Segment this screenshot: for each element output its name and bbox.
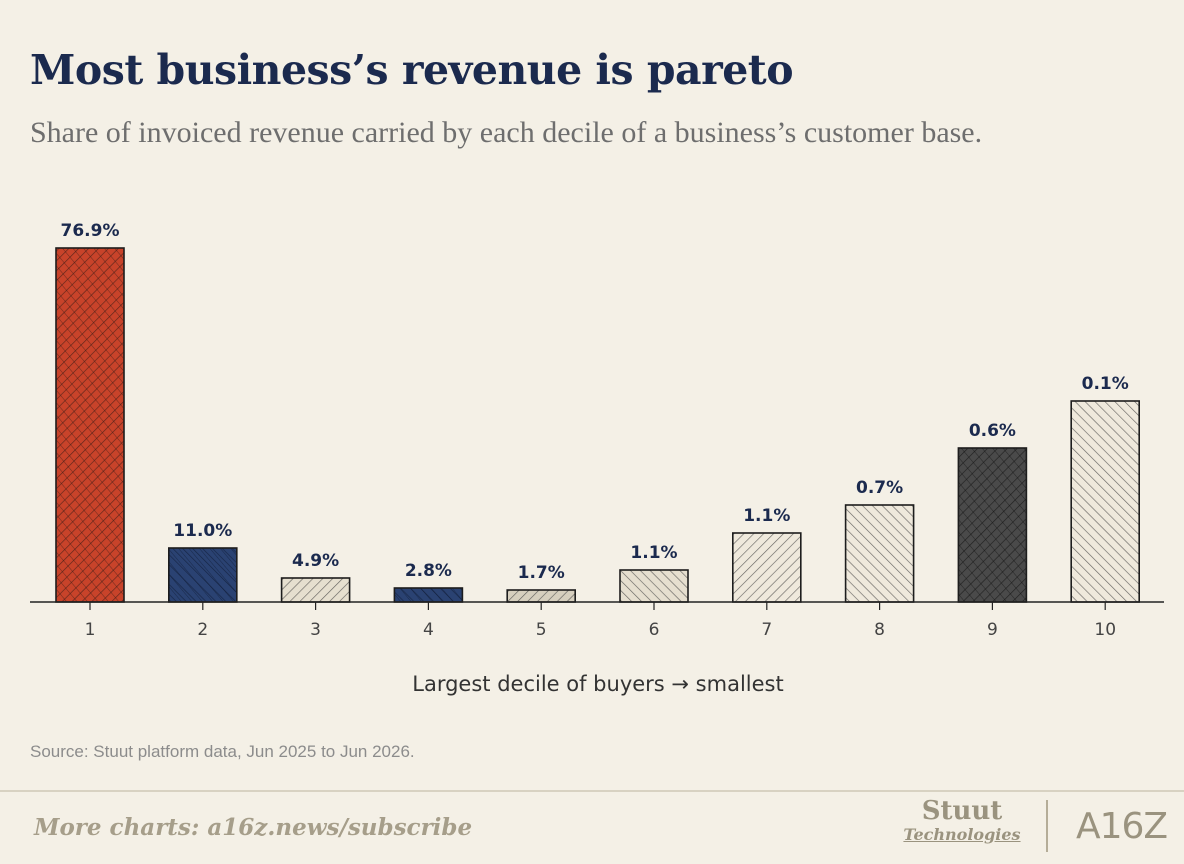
bar-2-crosshatch [168, 548, 237, 602]
chart-title: Most business’s revenue is pareto [30, 46, 794, 94]
x-tick-3: 3 [310, 620, 321, 640]
value-label-9: 0.6% [969, 421, 1016, 441]
x-axis-label: Largest decile of buyers → smallest [412, 672, 783, 696]
stuut-logo-bottom: Technologies [903, 825, 1021, 844]
x-tick-9: 9 [987, 620, 998, 640]
bar-8 [844, 504, 915, 603]
x-tick-10: 10 [1094, 620, 1116, 640]
bar-7 [731, 532, 802, 603]
bar-6 [619, 569, 689, 603]
x-tick-2: 2 [197, 620, 208, 640]
stuut-logo: Stuut Technologies [898, 797, 1026, 845]
bar-chart: 76.9% 1 11.0% 2 4.9% 3 2.8% 4 1.7% 5 1.1% 6 1.1% 7 0.7… [30, 221, 1164, 696]
x-tick-8: 8 [874, 620, 885, 640]
value-label-6: 1.1% [630, 543, 677, 563]
bar-1-crosshatch [56, 248, 124, 602]
logo-separator [1046, 800, 1048, 852]
x-tick-7: 7 [761, 620, 772, 640]
bar-5 [506, 589, 577, 603]
subscribe-link[interactable]: More charts: a16z.news/subscribe [34, 814, 473, 841]
value-label-7: 1.1% [743, 506, 790, 526]
x-tick-5: 5 [536, 620, 547, 640]
footer-divider [0, 790, 1184, 792]
bar-4-crosshatch [394, 588, 463, 602]
value-label-3: 4.9% [292, 551, 339, 571]
value-label-5: 1.7% [518, 563, 565, 583]
value-label-1: 76.9% [61, 221, 120, 241]
a16z-logo: A16Z [1076, 806, 1168, 847]
value-label-10: 0.1% [1082, 374, 1129, 394]
x-tick-1: 1 [85, 620, 96, 640]
x-tick-4: 4 [423, 620, 434, 640]
source-note: Source: Stuut platform data, Jun 2025 to… [30, 742, 415, 761]
stuut-logo-top: Stuut [921, 796, 1003, 826]
bar-9-crosshatch [958, 448, 1027, 602]
chart-subtitle: Share of invoiced revenue carried by eac… [30, 116, 983, 149]
value-label-8: 0.7% [856, 478, 903, 498]
x-tick-6: 6 [649, 620, 660, 640]
bar-3 [280, 577, 351, 603]
bar-10 [1070, 400, 1140, 603]
value-label-4: 2.8% [405, 561, 452, 581]
value-label-2: 11.0% [173, 521, 232, 541]
